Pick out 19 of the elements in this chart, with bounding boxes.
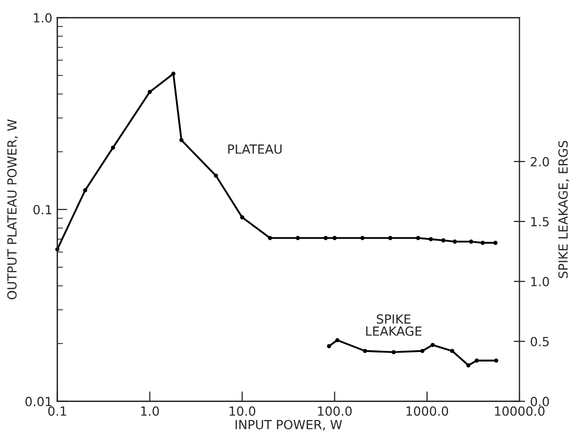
series-label: SPIKE LEAKAGE	[366, 314, 422, 336]
y-axis-title: OUTPUT PLATEAU POWER, W	[7, 119, 18, 300]
y2-axis-title: SPIKE LEAKAGE, ERGS	[558, 140, 570, 278]
x-axis-title: INPUT POWER, W	[236, 420, 342, 431]
x-tick-label: 10.0	[230, 406, 256, 416]
x-tick-label: 1.0	[141, 406, 159, 416]
y-tick-label: 0.01	[25, 396, 52, 406]
x-tick-label: 1000.0	[406, 406, 448, 416]
y-tick-label: 0.1	[33, 204, 52, 214]
y2-tick-label: 2.0	[530, 156, 549, 166]
y2-tick-label: 1.0	[531, 276, 549, 286]
x-tick-label: 0.1	[48, 406, 66, 416]
y-tick-label: 1.0	[34, 13, 52, 23]
y2-tick-label: 1.5	[531, 217, 549, 226]
x-tick-label: 10000.0	[495, 406, 544, 416]
y2-tick-label: 0.5	[530, 336, 549, 346]
y2-tick-label: 0.0	[530, 396, 549, 406]
series-label: PLATEAU	[228, 144, 282, 154]
x-tick-label: 100.0	[318, 406, 352, 416]
